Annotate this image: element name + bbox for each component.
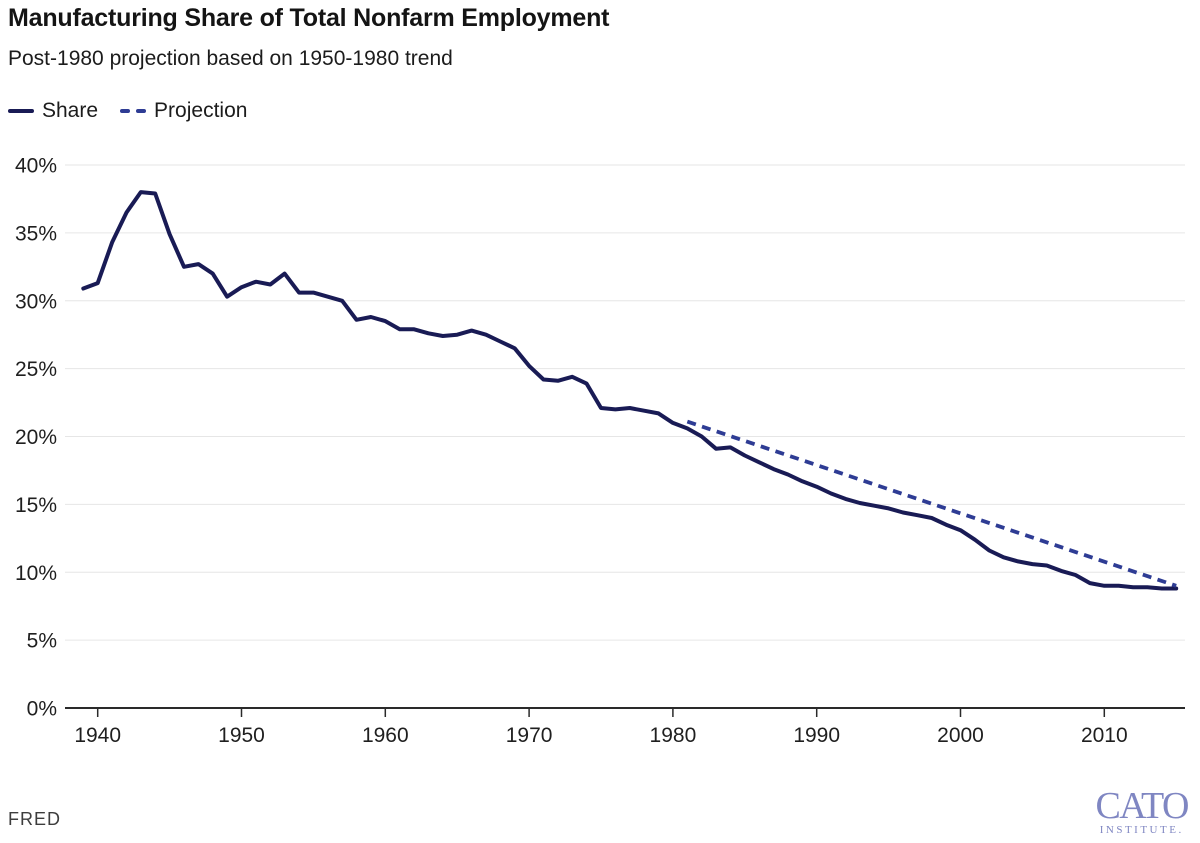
y-tick-label: 30%	[15, 290, 57, 313]
cato-institute-logo: CATO INSTITUTE.	[1095, 785, 1189, 836]
chart-subtitle: Post-1980 projection based on 1950-1980 …	[8, 47, 453, 70]
cato-logo-wordmark: CATO	[1095, 785, 1189, 827]
legend: Share Projection	[8, 99, 247, 123]
legend-item-share: Share	[8, 99, 98, 123]
x-tick-label: 1940	[74, 724, 121, 747]
x-tick-label: 1950	[218, 724, 265, 747]
y-tick-label: 15%	[15, 494, 57, 517]
y-tick-label: 0%	[27, 698, 57, 721]
cato-logo-subtext: INSTITUTE.	[1099, 824, 1184, 836]
x-tick-label: 1970	[506, 724, 553, 747]
projection-line	[686, 419, 1177, 588]
legend-swatch-bar	[136, 109, 147, 113]
y-tick-label: 20%	[15, 426, 57, 449]
x-tick-label: 1960	[362, 724, 409, 747]
y-tick-label: 25%	[15, 358, 57, 381]
y-tick-label: 40%	[15, 155, 57, 178]
share-line-swatch	[8, 109, 34, 113]
projection-line-swatch	[120, 109, 147, 113]
x-tick-label: 1990	[793, 724, 840, 747]
fred-watermark: FRED	[8, 809, 61, 829]
chart-title: Manufacturing Share of Total Nonfarm Emp…	[8, 4, 610, 32]
x-tick-label: 2000	[937, 724, 984, 747]
y-tick-label: 5%	[27, 630, 57, 653]
legend-swatch-bar	[120, 109, 131, 113]
x-tick-label: 1980	[650, 724, 697, 747]
y-tick-label: 10%	[15, 562, 57, 585]
legend-label-share: Share	[42, 99, 99, 122]
y-tick-label: 35%	[15, 222, 57, 245]
legend-item-projection: Projection	[120, 99, 247, 123]
x-tick-label: 2010	[1081, 724, 1128, 747]
share-line	[81, 190, 1179, 591]
legend-swatch-bar	[8, 109, 34, 113]
legend-label-projection: Projection	[154, 99, 248, 122]
